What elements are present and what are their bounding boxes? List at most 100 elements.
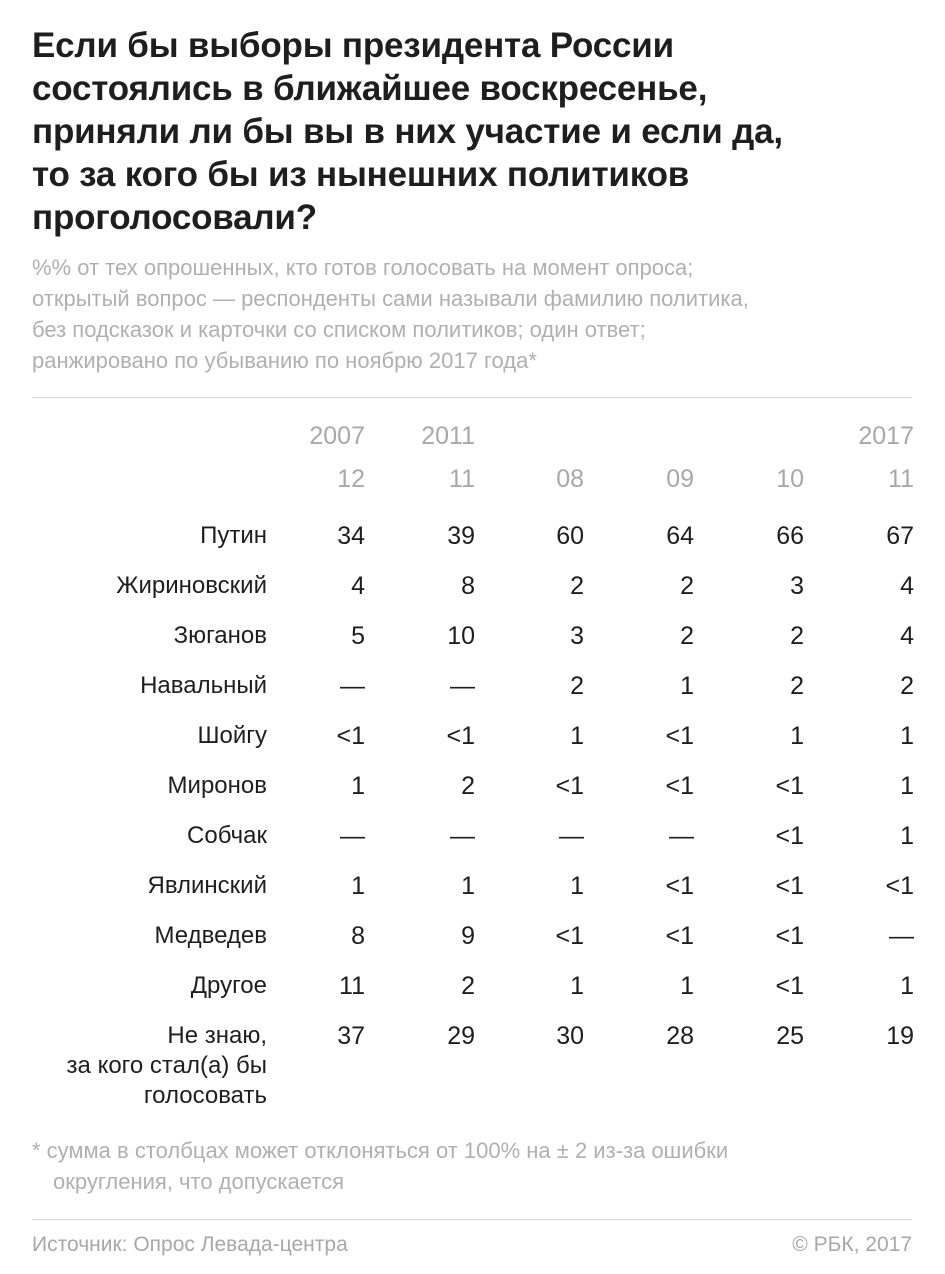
- row-label: Медведев: [7, 921, 268, 951]
- row-label-line: Другое: [190, 972, 267, 999]
- table-cell: <1: [555, 922, 584, 950]
- column-month-label: 11: [449, 465, 475, 493]
- table-cell: <1: [775, 922, 804, 950]
- table-cell: 2: [680, 622, 694, 650]
- footnote-line: округления, что допускается: [53, 1169, 345, 1194]
- subtitle-line: %% от тех опрошенных, кто готов голосова…: [32, 255, 694, 280]
- subtitle-line: ранжировано по убыванию по ноябрю 2017 г…: [32, 348, 537, 373]
- row-label-line: голосовать: [143, 1082, 267, 1109]
- table-cell: <1: [446, 722, 475, 750]
- row-label: Другое: [7, 971, 267, 1001]
- table-cell: 39: [447, 522, 475, 550]
- table-cell: 8: [461, 572, 475, 600]
- table-cell: <1: [665, 922, 694, 950]
- table-cell: 19: [886, 1022, 914, 1050]
- bottom-divider: [32, 1219, 912, 1220]
- row-label-line: Миронов: [167, 772, 267, 799]
- footnote-line: * сумма в столбцах может отклоняться от …: [32, 1138, 729, 1163]
- table-cell: <1: [665, 872, 694, 900]
- table-cell: 29: [447, 1022, 475, 1050]
- table-cell: 60: [556, 522, 584, 550]
- column-year-label: 2011: [421, 422, 475, 450]
- row-label: Не знаю, за кого стал(а) бы голосовать: [7, 1021, 267, 1111]
- table-cell: 3: [570, 622, 584, 650]
- title-line: то за кого бы из нынешних политиков: [32, 155, 690, 194]
- table-cell: 1: [570, 872, 584, 900]
- title-line: состоялись в ближайшее воскресенье,: [32, 69, 708, 108]
- row-label-line: Зюганов: [173, 622, 267, 649]
- row-label-line: Путин: [200, 522, 267, 549]
- copyright-text: © РБК, 2017: [792, 1233, 912, 1256]
- table-cell: 4: [900, 572, 914, 600]
- table-cell: 4: [351, 572, 365, 600]
- table-cell: 1: [900, 772, 914, 800]
- table-cell: 2: [461, 772, 475, 800]
- row-label: Навальный: [7, 671, 267, 701]
- row-label: Миронов: [7, 771, 267, 801]
- row-label-line: Навальный: [140, 672, 267, 699]
- table-cell: 1: [351, 772, 365, 800]
- table-cell: 8: [351, 922, 365, 950]
- table-cell: 9: [461, 922, 475, 950]
- table-cell: 1: [680, 972, 694, 1000]
- title-line: Если бы выборы президента России: [32, 26, 674, 65]
- subtitle-line: открытый вопрос — респонденты сами назыв…: [32, 286, 749, 311]
- table-cell: <1: [775, 872, 804, 900]
- chart-title: Если бы выборы президента России состоял…: [32, 24, 912, 239]
- table-cell: 1: [461, 872, 475, 900]
- top-divider: [32, 397, 912, 398]
- table-cell: <1: [775, 822, 804, 850]
- table-cell: 28: [666, 1022, 694, 1050]
- table-cell: 1: [900, 822, 914, 850]
- table-cell: 1: [570, 722, 584, 750]
- table-cell: 1: [790, 722, 804, 750]
- table-cell: 2: [680, 572, 694, 600]
- table-cell: <1: [336, 722, 365, 750]
- row-label-line: Собчак: [187, 822, 267, 849]
- table-cell: —: [340, 672, 365, 700]
- table-cell: 1: [680, 672, 694, 700]
- row-label-line: Явлинский: [147, 872, 267, 899]
- row-label-line: Жириновский: [116, 572, 267, 599]
- table-cell: 34: [337, 522, 365, 550]
- table-cell: 64: [666, 522, 694, 550]
- table-cell: 1: [900, 972, 914, 1000]
- table-cell: 11: [339, 972, 365, 1000]
- title-line: проголосовали?: [32, 198, 317, 237]
- table-cell: 3: [790, 572, 804, 600]
- table-cell: —: [450, 822, 475, 850]
- table-cell: 1: [900, 722, 914, 750]
- table-cell: <1: [885, 872, 914, 900]
- table-cell: 67: [886, 522, 914, 550]
- table-cell: <1: [775, 772, 804, 800]
- table-cell: <1: [555, 772, 584, 800]
- table-cell: 2: [900, 672, 914, 700]
- table-cell: 25: [776, 1022, 804, 1050]
- row-label-line: Шойгу: [197, 722, 267, 749]
- row-label-line: Медведев: [154, 922, 268, 949]
- table-cell: 2: [461, 972, 475, 1000]
- column-month-label: 08: [556, 465, 584, 493]
- row-label: Путин: [7, 521, 267, 551]
- table-cell: 5: [351, 622, 365, 650]
- table-cell: 37: [337, 1022, 365, 1050]
- subtitle-line: без подсказок и карточки со списком поли…: [32, 317, 646, 342]
- chart-subtitle: %% от тех опрошенных, кто готов голосова…: [32, 252, 922, 376]
- table-cell: <1: [665, 772, 694, 800]
- column-month-label: 12: [337, 465, 365, 493]
- table-cell: 66: [776, 522, 804, 550]
- column-year-label: 2017: [858, 422, 914, 450]
- table-cell: 2: [570, 572, 584, 600]
- table-cell: —: [889, 922, 914, 950]
- table-cell: —: [559, 822, 584, 850]
- row-label-line: за кого стал(а) бы: [66, 1052, 267, 1079]
- table-cell: —: [340, 822, 365, 850]
- table-cell: <1: [665, 722, 694, 750]
- table-cell: 2: [790, 672, 804, 700]
- row-label: Явлинский: [7, 871, 267, 901]
- row-label: Зюганов: [7, 621, 267, 651]
- column-year-label: 2007: [309, 422, 365, 450]
- column-month-label: 09: [666, 465, 694, 493]
- title-line: приняли ли бы вы в них участие и если да…: [32, 112, 783, 151]
- column-month-label: 11: [888, 465, 914, 493]
